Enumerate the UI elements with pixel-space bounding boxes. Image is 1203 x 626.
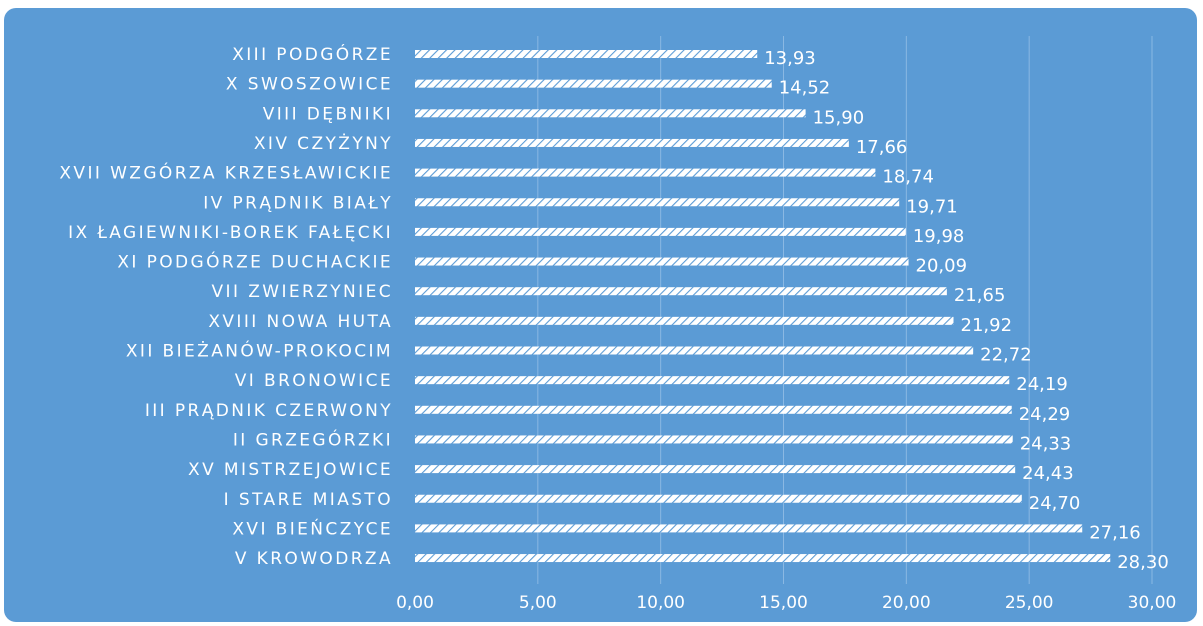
category-label: V KROWODRZA [235,549,393,569]
bar [415,287,947,296]
bar [415,227,906,236]
x-tick-label: 10,00 [636,593,685,613]
bar [415,524,1083,533]
chart-panel: XIII PODGÓRZE X SWOSZOWICE VIII DĘBNIKI XIV… [4,8,1197,622]
category-label: XIII PODGÓRZE [232,43,393,65]
category-label: XI PODGÓRZE DUCHACKIE [117,251,393,273]
x-tick-label: 20,00 [882,593,931,613]
bar [415,316,954,325]
bar [415,79,772,88]
category-label: XVIII NOWA HUTA [208,312,393,332]
category-label: IV PRĄDNIK BIAŁY [203,193,393,213]
bar [415,405,1012,414]
category-label: XII BIEŻANÓW-PROKOCIM [126,340,393,362]
category-label: VIII DĘBNIKI [263,104,393,124]
category-label: II GRZEGÓRZKI [233,428,393,450]
bar [415,465,1016,474]
category-label: XVI BIEŃCZYCE [232,517,393,539]
bar [415,50,758,58]
value-label: 24,19 [1016,374,1068,395]
value-label: 17,66 [856,137,908,158]
value-label: 19,98 [913,226,965,247]
value-label: 13,93 [764,48,816,69]
x-tick-label: 15,00 [759,593,808,613]
value-label: 28,30 [1117,552,1169,573]
value-label: 24,70 [1029,493,1081,514]
bar [415,554,1111,563]
x-axis-tick-labels: 0,00 5,00 10,00 15,00 20,00 25,00 30,00 [396,593,1176,613]
value-label: 27,16 [1089,522,1141,543]
value-label: 21,92 [961,315,1013,336]
bar [415,257,909,266]
bars [415,50,1111,563]
x-tick-label: 0,00 [396,593,434,613]
category-label: I STARE MIASTO [224,490,393,510]
grid-lines [537,36,1153,584]
value-label: 19,71 [906,196,958,217]
bar-chart: XIII PODGÓRZE X SWOSZOWICE VIII DĘBNIKI XIV… [59,36,1176,613]
bar [415,346,974,355]
value-label: 24,33 [1020,433,1072,454]
value-label: 22,72 [980,345,1032,366]
bar [415,494,1022,503]
value-label: 14,52 [779,78,831,99]
value-label: 24,43 [1022,463,1074,484]
category-label: VII ZWIERZYNIEC [212,282,393,302]
bar [415,198,900,207]
category-label: XV MISTRZEJOWICE [188,460,393,480]
bar [415,168,876,177]
category-label: XIV CZYŻYNY [254,133,393,154]
category-label: XVII WZGÓRZA KRZESŁAWICKIE [59,162,393,184]
category-label: III PRĄDNIK CZERWONY [145,401,393,421]
x-tick-label: 25,00 [1005,593,1054,613]
category-label: VI BRONOWICE [235,371,393,391]
value-label: 24,29 [1019,404,1071,425]
bar [415,376,1010,385]
value-label: 18,74 [882,167,934,188]
bar [415,435,1013,444]
value-label: 20,09 [916,256,968,277]
value-label: 21,65 [954,285,1006,306]
category-labels: XIII PODGÓRZE X SWOSZOWICE VIII DĘBNIKI XIV… [59,43,393,569]
category-label: IX ŁAGIEWNIKI-BOREK FAŁĘCKI [68,223,393,243]
bar [415,109,806,118]
x-tick-label: 5,00 [519,593,557,613]
x-tick-label: 30,00 [1128,593,1177,613]
category-label: X SWOSZOWICE [226,75,393,95]
value-label: 15,90 [813,107,865,128]
bar [415,138,849,147]
value-labels: 13,93 14,52 15,90 17,66 18,74 19,71 19,98 20,09… [764,48,1169,573]
